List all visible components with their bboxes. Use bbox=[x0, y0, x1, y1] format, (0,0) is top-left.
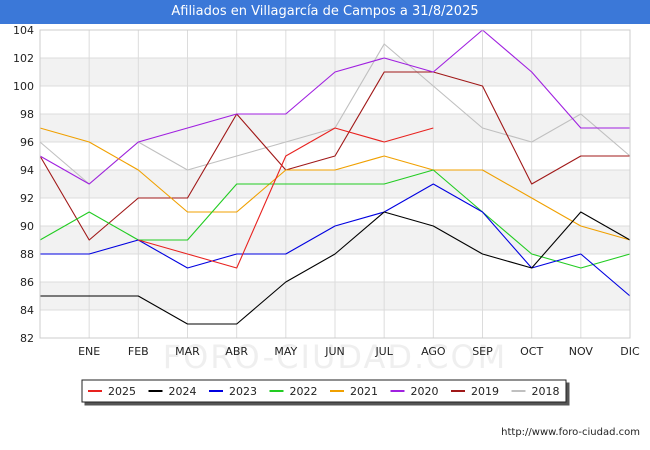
footer-url: http://www.foro-ciudad.com bbox=[501, 427, 640, 438]
legend-label: 2022 bbox=[290, 385, 318, 398]
y-tick-label: 82 bbox=[20, 332, 34, 345]
line-2020 bbox=[39, 29, 630, 185]
legend-item-2025: 2025 bbox=[88, 385, 136, 398]
plot-border bbox=[39, 29, 631, 339]
legend-item-2022: 2022 bbox=[269, 385, 318, 398]
legend-item-2018: 2018 bbox=[511, 385, 560, 398]
x-tick-label: DIC bbox=[620, 345, 640, 358]
y-tick-label: 104 bbox=[13, 24, 34, 37]
line-2024 bbox=[40, 211, 631, 325]
series-2021 bbox=[39, 127, 631, 241]
y-tick-label: 84 bbox=[20, 304, 34, 317]
line-2021 bbox=[39, 127, 631, 241]
x-tick-label: MAY bbox=[274, 345, 297, 358]
series-lines bbox=[39, 29, 631, 325]
y-tick-label: 90 bbox=[20, 220, 34, 233]
x-tick-label: JUN bbox=[324, 345, 345, 358]
legend-label: 2021 bbox=[350, 385, 378, 398]
legend-label: 2025 bbox=[108, 385, 136, 398]
y-tick-label: 94 bbox=[20, 164, 34, 177]
x-tick-label: OCT bbox=[520, 345, 543, 358]
x-tick-label: ABR bbox=[225, 345, 248, 358]
y-tick-label: 98 bbox=[20, 108, 34, 121]
x-tick-label: NOV bbox=[569, 345, 594, 358]
y-tick-label: 96 bbox=[20, 136, 34, 149]
x-tick-label: ENE bbox=[78, 345, 100, 358]
legend-item-2020: 2020 bbox=[390, 385, 439, 398]
legend: 2025 2024 2023 2022 2021 2020 2019 2018 bbox=[81, 379, 567, 403]
watermark: FORO-CIUDAD.COM bbox=[163, 338, 508, 376]
y-tick-label: 100 bbox=[13, 80, 34, 93]
legend-item-2023: 2023 bbox=[209, 385, 257, 398]
x-tick-label: AGO bbox=[421, 345, 446, 358]
legend-label: 2019 bbox=[471, 385, 499, 398]
x-tick-label: MAR bbox=[175, 345, 200, 358]
line-2019 bbox=[39, 71, 630, 241]
legend-box bbox=[81, 379, 567, 403]
series-2024 bbox=[40, 211, 631, 325]
series-2020 bbox=[39, 29, 630, 185]
chart-title: Afiliados en Villagarcía de Campos a 31/… bbox=[0, 0, 650, 24]
y-tick-label: 86 bbox=[20, 276, 34, 289]
x-tick-label: JUL bbox=[374, 345, 393, 358]
legend-item-2021: 2021 bbox=[330, 385, 378, 398]
legend-label: 2024 bbox=[169, 385, 197, 398]
x-tick-label: FEB bbox=[128, 345, 149, 358]
legend-label: 2018 bbox=[532, 385, 560, 398]
axes: 82 84 86 88 90 92 94 96 98 100 102 104 ENE FEB MAR ABR M… bbox=[13, 24, 640, 358]
legend-label: 2020 bbox=[411, 385, 439, 398]
y-tick-label: 92 bbox=[20, 192, 34, 205]
legend-item-2024: 2024 bbox=[148, 385, 197, 398]
y-tick-label: 102 bbox=[13, 52, 34, 65]
series-2025 bbox=[138, 127, 434, 269]
line-2025 bbox=[138, 127, 434, 269]
legend-label: 2023 bbox=[229, 385, 257, 398]
legend-item-2019: 2019 bbox=[451, 385, 499, 398]
y-tick-label: 88 bbox=[20, 248, 34, 261]
x-tick-label: SEP bbox=[472, 345, 493, 358]
series-2019 bbox=[39, 71, 630, 241]
